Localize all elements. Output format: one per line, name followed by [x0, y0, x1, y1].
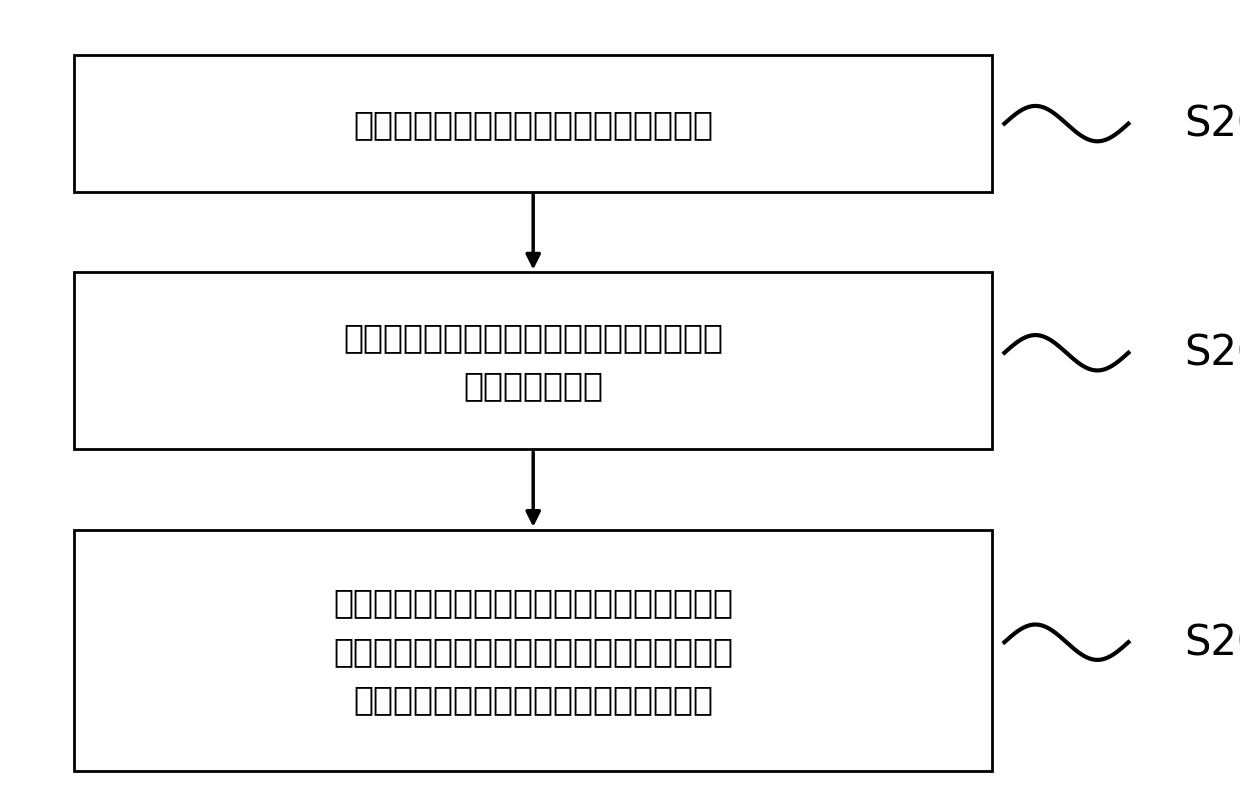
Text: 测量多个预设距离处标定物体的温度值；: 测量多个预设距离处标定物体的温度值； — [353, 108, 713, 141]
Text: S202: S202 — [1184, 332, 1240, 374]
Text: 计算所述标定物体的所述温度值与设定温度
值的温度误差；: 计算所述标定物体的所述温度值与设定温度 值的温度误差； — [343, 320, 723, 402]
FancyBboxPatch shape — [74, 530, 992, 771]
Text: S203: S203 — [1184, 622, 1240, 663]
FancyBboxPatch shape — [74, 273, 992, 450]
Text: S201: S201 — [1184, 104, 1240, 145]
FancyBboxPatch shape — [74, 56, 992, 193]
Text: 构建多项式拟合函数并根据所述多项式拟合函
数对所述温度误差与所述距离进行拟合并计算
所述多项式拟合函数中待定系数的取值。: 构建多项式拟合函数并根据所述多项式拟合函 数对所述温度误差与所述距离进行拟合并计… — [334, 585, 733, 715]
